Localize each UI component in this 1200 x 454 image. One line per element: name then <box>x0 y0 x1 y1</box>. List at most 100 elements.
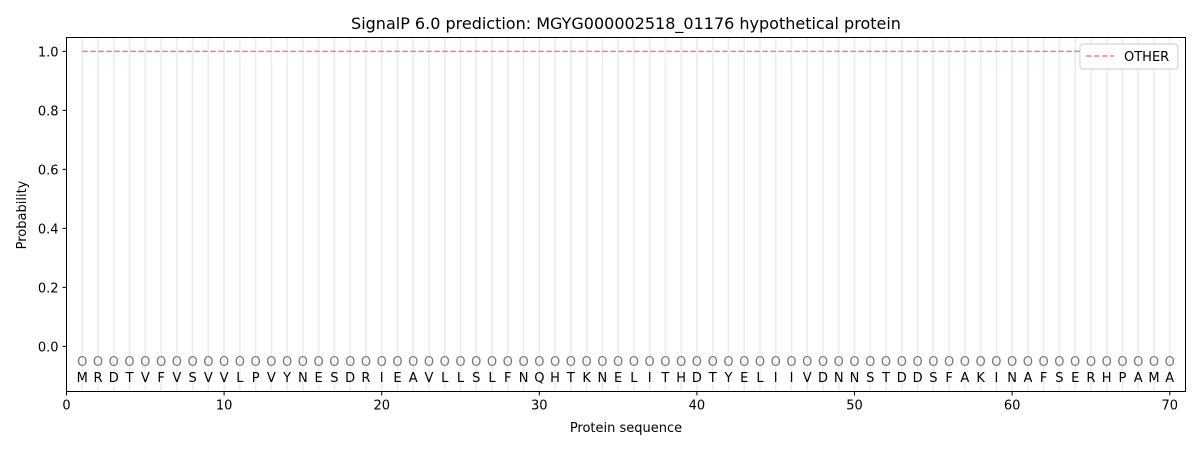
residue-label: P <box>1119 371 1127 386</box>
predicted-label: O <box>77 355 87 370</box>
residue-label: L <box>457 371 465 386</box>
predicted-label: O <box>361 355 371 370</box>
y-tick-label: 0.6 <box>38 163 59 178</box>
residue-label: V <box>803 371 812 386</box>
predicted-label: O <box>802 355 812 370</box>
residue-label: V <box>425 371 434 386</box>
predicted-label: O <box>739 355 749 370</box>
residue-label: D <box>897 371 907 386</box>
residue-label: A <box>1023 371 1032 386</box>
predicted-label: O <box>314 355 324 370</box>
residue-label: T <box>660 371 669 386</box>
predicted-label: O <box>156 355 166 370</box>
predicted-label: O <box>93 355 103 370</box>
x-tick-label: 70 <box>1161 399 1178 414</box>
residue-label: S <box>929 371 937 386</box>
residue-label: L <box>236 371 244 386</box>
residue-label: Y <box>282 371 291 386</box>
grid-lines <box>81 37 1171 392</box>
predicted-label: O <box>645 355 655 370</box>
predicted-label: O <box>566 355 576 370</box>
residue-label: E <box>393 371 401 386</box>
residue-label: D <box>692 371 702 386</box>
residue-label: E <box>315 371 323 386</box>
residue-label: N <box>850 371 860 386</box>
residue-label: E <box>740 371 748 386</box>
predicted-label: O <box>345 355 355 370</box>
residue-label: L <box>488 371 496 386</box>
residue-label: F <box>1040 371 1047 386</box>
predicted-label: O <box>471 355 481 370</box>
predicted-label: O <box>109 355 119 370</box>
predicted-label: O <box>660 355 670 370</box>
residue-label: V <box>204 371 213 386</box>
residue-label: V <box>220 371 229 386</box>
residue-label: L <box>441 371 449 386</box>
residue-label: H <box>676 371 686 386</box>
residue-label: F <box>504 371 511 386</box>
plot-frame <box>66 37 1186 392</box>
predicted-label: O <box>455 355 465 370</box>
residue-label: I <box>648 371 652 386</box>
chart-title: SignalP 6.0 prediction: MGYG000002518_01… <box>351 14 901 34</box>
residue-label: K <box>582 371 591 386</box>
predicted-label: O <box>581 355 591 370</box>
x-tick-label: 40 <box>689 399 706 414</box>
predicted-label: O <box>771 355 781 370</box>
predicted-label: O <box>960 355 970 370</box>
predicted-label: O <box>550 355 560 370</box>
predicted-label: O <box>597 355 607 370</box>
predicted-label: O <box>1117 355 1127 370</box>
predicted-label: O <box>251 355 261 370</box>
x-tick-label: 0 <box>62 399 70 414</box>
predicted-label: O <box>708 355 718 370</box>
residue-label: R <box>93 371 102 386</box>
residue-label: R <box>361 371 370 386</box>
x-tick-label: 30 <box>531 399 548 414</box>
predicted-label: O <box>1070 355 1080 370</box>
y-tick-label: 0.4 <box>38 222 59 237</box>
y-axis: 0.0 0.2 0.4 0.6 0.8 1.0 <box>38 45 67 355</box>
predicted-label: O <box>392 355 402 370</box>
predicted-label: O <box>124 355 134 370</box>
predicted-label: O <box>1133 355 1143 370</box>
residue-label: N <box>597 371 607 386</box>
predicted-label: O <box>865 355 875 370</box>
predicted-label: O <box>1023 355 1033 370</box>
predicted-label: O <box>755 355 765 370</box>
residue-label: T <box>125 371 134 386</box>
residue-label: L <box>630 371 638 386</box>
predicted-label: O <box>676 355 686 370</box>
predicted-label: O <box>1102 355 1112 370</box>
predicted-label: O <box>818 355 828 370</box>
residue-label: S <box>1055 371 1063 386</box>
predicted-label: O <box>329 355 339 370</box>
predicted-label: O <box>487 355 497 370</box>
residue-label: M <box>77 371 88 386</box>
residue-label: D <box>109 371 119 386</box>
predicted-label: O <box>187 355 197 370</box>
predicted-label: O <box>629 355 639 370</box>
residue-label: N <box>298 371 308 386</box>
residue-label: S <box>330 371 338 386</box>
residue-label: D <box>913 371 923 386</box>
x-axis-label: Protein sequence <box>570 421 682 436</box>
residue-label: Q <box>534 371 544 386</box>
residue-label: M <box>1148 371 1159 386</box>
residue-label: E <box>1071 371 1079 386</box>
predicted-label: O <box>723 355 733 370</box>
predicted-label: O <box>235 355 245 370</box>
predicted-label: O <box>1086 355 1096 370</box>
predicted-label: O <box>440 355 450 370</box>
x-tick-label: 60 <box>1004 399 1021 414</box>
residue-label: H <box>550 371 560 386</box>
predicted-label: O <box>975 355 985 370</box>
predicted-label: O <box>282 355 292 370</box>
residue-label: S <box>472 371 480 386</box>
predicted-label: O <box>534 355 544 370</box>
predicted-label: O <box>834 355 844 370</box>
predicted-label: O <box>692 355 702 370</box>
residue-label: I <box>790 371 794 386</box>
